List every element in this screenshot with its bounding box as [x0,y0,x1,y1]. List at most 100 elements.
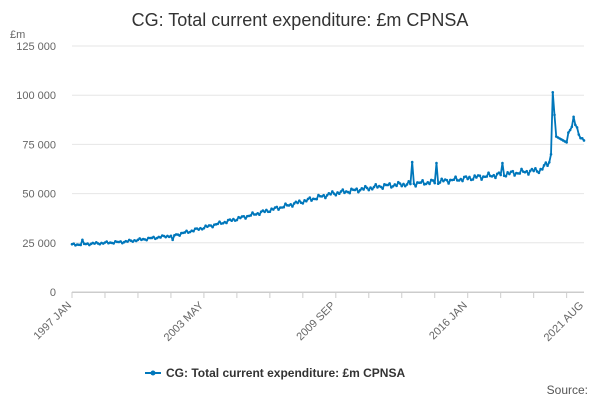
data-point[interactable] [513,174,516,177]
data-point[interactable] [86,242,89,245]
data-point[interactable] [370,187,374,191]
data-point[interactable] [374,183,378,186]
data-point[interactable] [183,231,187,234]
data-point[interactable] [277,208,280,211]
data-point[interactable] [473,174,476,177]
data-point[interactable] [72,242,76,245]
legend-label[interactable]: CG: Total current expenditure: £m CPNSA [166,366,405,380]
data-point[interactable] [478,174,482,177]
data-point[interactable] [202,226,206,230]
data-point[interactable] [575,126,579,129]
data-point[interactable] [433,181,437,185]
data-point[interactable] [362,188,365,191]
data-point[interactable] [301,202,305,205]
data-point[interactable] [468,175,471,179]
data-point[interactable] [332,192,336,195]
data-point[interactable] [471,178,475,181]
data-point[interactable] [218,220,221,223]
data-point[interactable] [547,160,551,164]
data-point[interactable] [251,211,254,214]
data-point[interactable] [475,176,478,179]
data-point[interactable] [480,178,483,181]
data-point[interactable] [178,234,181,237]
data-point[interactable] [534,167,537,170]
data-point[interactable] [367,188,371,192]
data-point[interactable] [381,187,384,190]
data-point[interactable] [211,225,214,229]
data-point[interactable] [305,199,308,203]
data-point[interactable] [546,164,549,168]
data-point[interactable] [424,182,428,186]
data-point[interactable] [395,184,398,188]
data-point[interactable] [272,208,275,211]
data-point[interactable] [567,131,570,134]
data-point[interactable] [364,184,367,188]
data-point[interactable] [402,182,405,186]
data-point[interactable] [239,216,242,220]
data-point[interactable] [457,179,461,182]
data-point[interactable] [357,190,360,194]
data-point[interactable] [421,179,424,182]
data-point[interactable] [216,222,220,226]
legend[interactable]: CG: Total current expenditure: £m CPNSA [145,366,405,380]
data-point[interactable] [485,175,489,178]
data-point[interactable] [369,186,372,189]
data-point[interactable] [466,177,470,181]
data-point[interactable] [131,240,135,243]
data-point[interactable] [105,240,109,243]
data-point[interactable] [355,187,358,190]
data-point[interactable] [459,177,463,181]
data-point[interactable] [438,181,442,184]
data-point[interactable] [256,212,260,215]
data-point[interactable] [580,137,584,140]
data-point[interactable] [284,202,287,205]
data-point[interactable] [442,179,445,183]
data-point[interactable] [329,193,332,196]
data-point[interactable] [542,164,546,167]
data-point[interactable] [565,141,568,144]
data-point[interactable] [574,123,577,127]
data-point[interactable] [435,161,438,165]
data-point[interactable] [325,193,329,197]
data-point[interactable] [570,125,574,129]
data-point[interactable] [487,171,490,174]
data-point[interactable] [112,242,115,245]
data-point[interactable] [225,221,228,225]
data-point[interactable] [232,217,235,221]
data-point[interactable] [501,161,504,165]
data-point[interactable] [504,174,508,178]
data-point[interactable] [506,171,509,174]
data-point[interactable] [119,240,122,243]
data-point[interactable] [126,240,129,243]
data-point[interactable] [263,210,266,214]
data-point[interactable] [376,186,379,189]
data-point[interactable] [230,219,233,223]
data-point[interactable] [530,167,534,171]
data-point[interactable] [197,228,200,231]
data-point[interactable] [388,182,391,185]
data-point[interactable] [275,205,279,209]
data-point[interactable] [405,183,409,186]
data-point[interactable] [81,238,84,242]
data-point[interactable] [461,179,464,183]
data-point[interactable] [152,235,155,239]
data-point[interactable] [331,190,334,193]
data-point[interactable] [136,238,140,242]
data-point[interactable] [265,208,268,212]
data-point[interactable] [447,182,450,185]
data-point[interactable] [296,201,299,205]
data-point[interactable] [337,192,341,196]
data-point[interactable] [235,218,239,222]
data-point[interactable] [322,193,325,197]
data-point[interactable] [282,205,286,209]
data-point[interactable] [553,113,556,117]
series-line[interactable] [71,91,585,247]
data-point[interactable] [537,171,541,175]
data-point[interactable] [169,234,173,238]
data-point[interactable] [334,193,338,197]
data-point[interactable] [339,190,343,193]
data-point[interactable] [308,196,312,199]
data-point[interactable] [532,169,535,173]
data-point[interactable] [572,115,575,119]
data-point[interactable] [258,213,261,217]
